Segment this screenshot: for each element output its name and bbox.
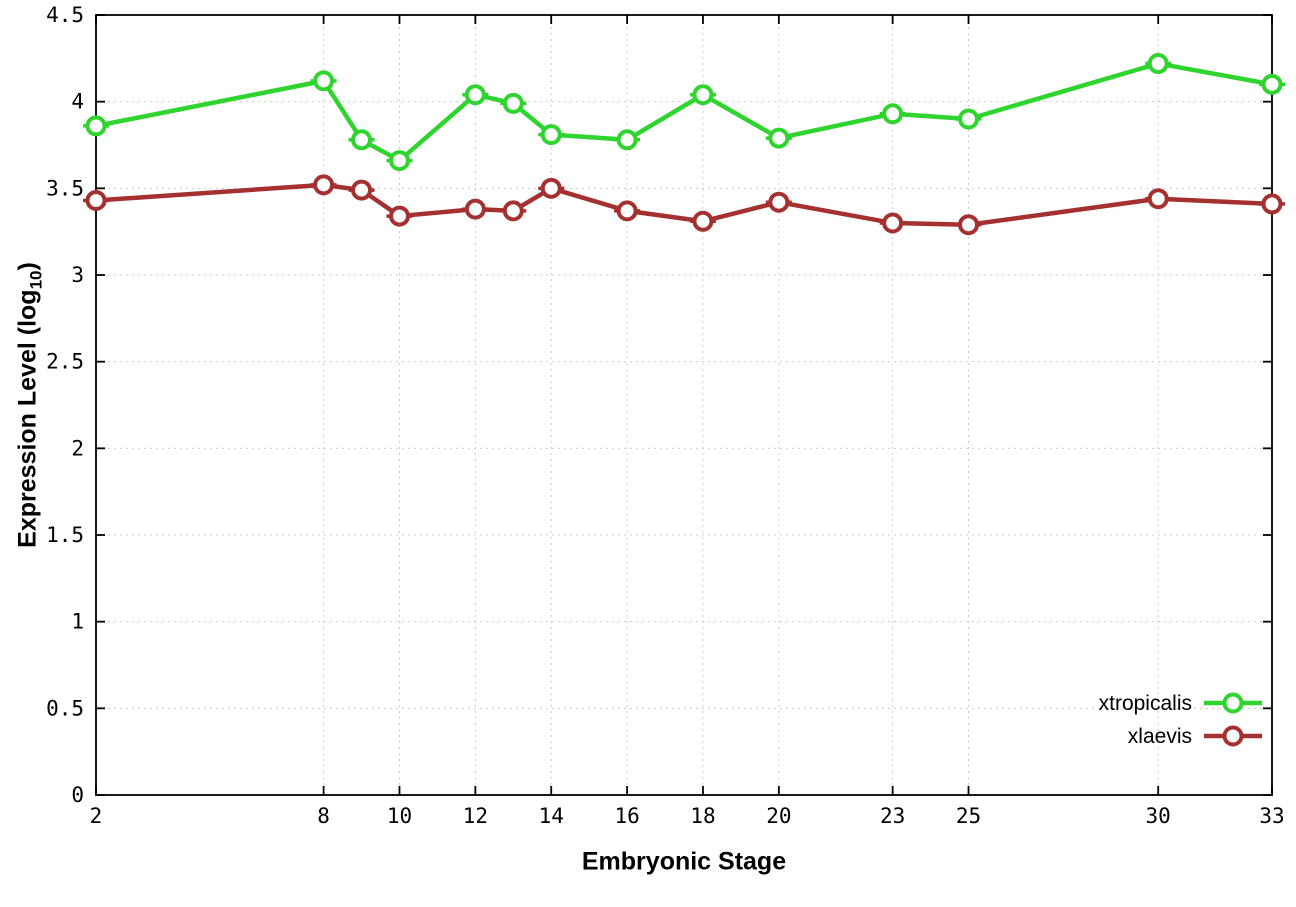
data-point xyxy=(1147,188,1169,210)
x-axis-tick-label: 30 xyxy=(1146,804,1171,828)
x-axis-tick-label: 10 xyxy=(387,804,412,828)
x-axis-tick-label: 12 xyxy=(463,804,488,828)
x-axis-tick-label: 25 xyxy=(956,804,981,828)
data-point xyxy=(388,205,410,227)
x-axis-tick-label: 8 xyxy=(317,804,330,828)
plot-border xyxy=(95,14,1273,796)
y-axis-tick-label: 1 xyxy=(71,610,84,634)
series-xlaevis xyxy=(83,174,1285,236)
data-point xyxy=(351,179,373,201)
data-point xyxy=(85,189,107,211)
y-axis-title-suffix: ) xyxy=(13,262,42,271)
data-point xyxy=(313,70,335,92)
legend-sample xyxy=(1204,725,1262,747)
legend-label: xlaevis xyxy=(1128,725,1192,748)
data-point xyxy=(616,200,638,222)
y-axis-tick-label: 3 xyxy=(71,263,84,287)
data-point xyxy=(616,129,638,151)
gridlines xyxy=(95,14,1273,796)
data-point xyxy=(1261,73,1283,95)
data-point xyxy=(882,103,904,125)
x-axis-tick-label: 20 xyxy=(766,804,791,828)
x-axis-tick-label: 18 xyxy=(690,804,715,828)
series-xtropicalis xyxy=(83,53,1285,172)
legend-marker xyxy=(1222,725,1244,747)
data-point xyxy=(540,177,562,199)
data-point xyxy=(692,84,714,106)
x-axis-tick-label: 2 xyxy=(90,804,103,828)
data-point xyxy=(502,200,524,222)
x-axis-tick-label: 33 xyxy=(1259,804,1284,828)
legend: xtropicalis xlaevis xyxy=(1099,692,1262,748)
legend-marker xyxy=(1222,692,1244,714)
data-point xyxy=(882,212,904,234)
y-axis-tick-label: 2 xyxy=(71,436,84,460)
x-axis-tick-label: 14 xyxy=(539,804,564,828)
x-axis-title: Embryonic Stage xyxy=(581,847,787,876)
data-point xyxy=(502,92,524,114)
data-point xyxy=(958,214,980,236)
data-point xyxy=(692,210,714,232)
data-point xyxy=(540,124,562,146)
series-line xyxy=(93,61,1275,163)
y-axis-title-subscript: 10 xyxy=(26,270,46,290)
data-point xyxy=(464,198,486,220)
y-axis-tick-label: 1.5 xyxy=(46,523,84,547)
data-point xyxy=(768,127,790,149)
tick-marks xyxy=(95,14,1273,796)
series-line xyxy=(93,182,1275,227)
x-axis-tick-label: 23 xyxy=(880,804,905,828)
legend-label: xtropicalis xyxy=(1099,692,1192,715)
y-axis-title: Expression Level (log10) xyxy=(14,262,47,548)
y-axis-title-text: Expression Level (log xyxy=(13,289,42,548)
data-point xyxy=(351,129,373,151)
data-point xyxy=(464,84,486,106)
x-axis-tick-label: 16 xyxy=(614,804,639,828)
data-point xyxy=(388,150,410,172)
legend-sample xyxy=(1204,692,1262,714)
y-axis-tick-label: 4 xyxy=(71,90,84,114)
data-point xyxy=(768,191,790,213)
y-axis-tick-label: 4.5 xyxy=(46,3,84,27)
y-axis-tick-label: 0.5 xyxy=(46,696,84,720)
data-point xyxy=(313,174,335,196)
data-point xyxy=(1147,53,1169,75)
data-point xyxy=(85,115,107,137)
y-axis-tick-label: 0 xyxy=(71,783,84,807)
y-axis-tick-label: 3.5 xyxy=(46,176,84,200)
data-point xyxy=(958,108,980,130)
y-axis-tick-label: 2.5 xyxy=(46,350,84,374)
data-point xyxy=(1261,193,1283,215)
